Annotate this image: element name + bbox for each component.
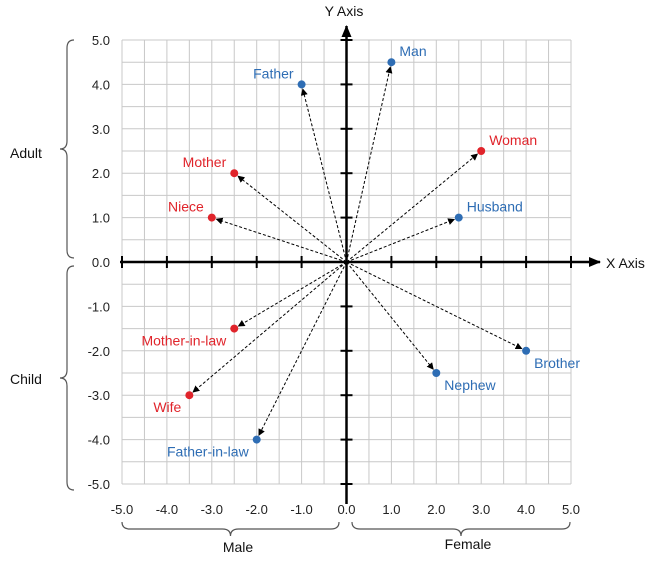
y-tick-label: 5.0 [92, 33, 110, 48]
male-label: Male [223, 539, 254, 555]
x-tick-label: -5.0 [111, 502, 133, 517]
vector-arrow [192, 261, 347, 393]
y-tick-label: 3.0 [92, 122, 110, 137]
vector-arrow [237, 175, 347, 263]
vector-arrow [346, 261, 523, 350]
child-label: Child [10, 371, 42, 387]
vector-arrow [346, 66, 393, 263]
adult-label: Adult [10, 145, 42, 161]
x-tick-label: 4.0 [517, 502, 535, 517]
horizontal-brace [351, 521, 571, 537]
data-points: Man Father Woman Mother Husband Niece Mother-i… [141, 43, 580, 459]
data-point [454, 213, 463, 222]
x-tick-label: -1.0 [290, 502, 312, 517]
y-tick-label: 0.0 [92, 255, 110, 270]
vector-arrow [215, 217, 347, 263]
y-tick-label: 1.0 [92, 211, 110, 226]
point-label: Woman [489, 132, 537, 148]
vector-arrow [346, 261, 434, 370]
vertical-brace [59, 265, 75, 491]
vector-arrow [237, 261, 347, 327]
point-label: Brother [534, 355, 580, 371]
vector-arrow [258, 261, 347, 437]
vector-arrows [192, 66, 523, 437]
x-tick-label: 5.0 [562, 502, 580, 517]
x-tick-label: 0.0 [337, 502, 355, 517]
x-tick-label: 1.0 [382, 502, 400, 517]
vertical-brace [59, 39, 75, 259]
x-tick-label: 3.0 [472, 502, 490, 517]
data-point [522, 346, 531, 355]
tick-labels: -5.0 -4.0 -3.0 -2.0 -1.0 0.0 1.0 2.0 3.0 4.0 5.0 5.… [88, 33, 580, 517]
point-label: Niece [168, 199, 204, 215]
data-point [207, 213, 216, 222]
point-label: Mother [183, 154, 227, 170]
vector-arrow [300, 88, 347, 263]
data-point [185, 391, 194, 400]
y-tick-label: -4.0 [88, 433, 110, 448]
data-point [230, 324, 239, 333]
data-point [432, 369, 441, 377]
data-point [477, 147, 486, 155]
female-label: Female [445, 536, 492, 552]
point-label: Husband [467, 199, 523, 215]
vector-arrow [346, 153, 479, 263]
x-tick-label: -3.0 [201, 502, 223, 517]
x-tick-label: -4.0 [156, 502, 178, 517]
horizontal-brace [121, 521, 340, 537]
data-point [387, 58, 396, 67]
point-label: Wife [153, 399, 181, 415]
point-label: Mother-in-law [141, 333, 227, 349]
point-label: Nephew [444, 377, 496, 393]
data-point [230, 169, 239, 178]
x-tick-label: 2.0 [427, 502, 445, 517]
y-tick-label: -5.0 [88, 477, 110, 492]
y-tick-label: -1.0 [88, 299, 110, 314]
point-label: Man [399, 43, 426, 59]
group-braces [59, 39, 571, 537]
data-point [297, 80, 306, 89]
x-tick-label: -2.0 [245, 502, 267, 517]
axes [120, 25, 601, 504]
point-label: Father [253, 65, 294, 81]
point-label: Father-in-law [167, 444, 250, 460]
y-axis-title: Y Axis [325, 3, 364, 19]
vector-arrow [346, 218, 456, 263]
x-axis-title: X Axis [606, 255, 645, 271]
data-point [252, 435, 261, 444]
y-tick-label: -2.0 [88, 344, 110, 359]
y-tick-label: 4.0 [92, 77, 110, 92]
y-tick-label: -3.0 [88, 388, 110, 403]
y-tick-label: 2.0 [92, 166, 110, 181]
